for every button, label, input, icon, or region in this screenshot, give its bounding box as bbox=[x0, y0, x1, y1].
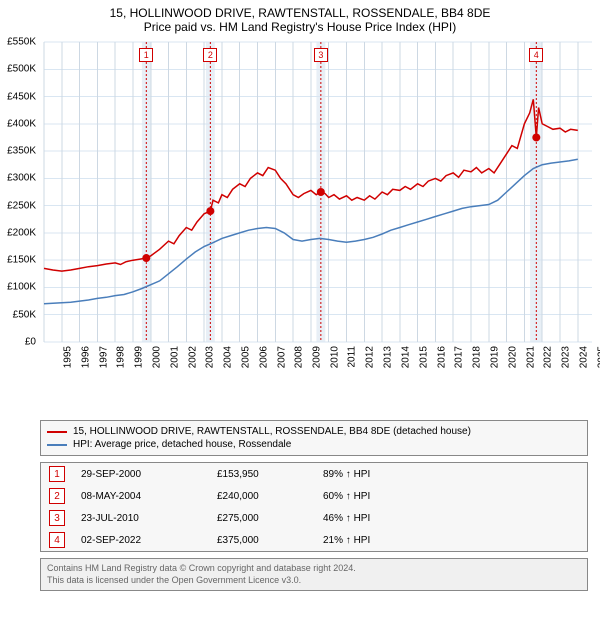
footer-line: Contains HM Land Registry data © Crown c… bbox=[47, 563, 581, 575]
sale-row-pct: 60% ↑ HPI bbox=[323, 491, 423, 502]
x-tick-label: 2023 bbox=[560, 346, 571, 368]
sale-marker-badge: 4 bbox=[529, 48, 543, 62]
sale-row-date: 29-SEP-2000 bbox=[81, 469, 201, 480]
x-tick-label: 2013 bbox=[383, 346, 394, 368]
x-tick-label: 2001 bbox=[169, 346, 180, 368]
x-tick-label: 1996 bbox=[80, 346, 91, 368]
x-tick-label: 2012 bbox=[365, 346, 376, 368]
x-tick-label: 2018 bbox=[471, 346, 482, 368]
x-tick-label: 2015 bbox=[418, 346, 429, 368]
sale-marker-badge: 2 bbox=[203, 48, 217, 62]
x-tick-label: 2021 bbox=[525, 346, 536, 368]
sale-row: 4 02-SEP-2022 £375,000 21% ↑ HPI bbox=[41, 529, 587, 551]
legend: 15, HOLLINWOOD DRIVE, RAWTENSTALL, ROSSE… bbox=[40, 420, 588, 456]
sale-row-price: £275,000 bbox=[217, 513, 307, 524]
x-tick-label: 2014 bbox=[400, 346, 411, 368]
x-tick-label: 2007 bbox=[276, 346, 287, 368]
x-tick-label: 2019 bbox=[489, 346, 500, 368]
x-tick-label: 2004 bbox=[222, 346, 233, 368]
sale-row: 1 29-SEP-2000 £153,950 89% ↑ HPI bbox=[41, 463, 587, 485]
chart-svg bbox=[0, 34, 600, 374]
x-tick-label: 1997 bbox=[98, 346, 109, 368]
y-tick-label: £150K bbox=[7, 255, 36, 266]
x-tick-label: 2024 bbox=[578, 346, 589, 368]
legend-swatch bbox=[47, 431, 67, 433]
sale-marker-badge: 3 bbox=[314, 48, 328, 62]
sale-row-pct: 89% ↑ HPI bbox=[323, 469, 423, 480]
chart-area: £0£50K£100K£150K£200K£250K£300K£350K£400… bbox=[0, 34, 600, 414]
y-tick-label: £100K bbox=[7, 282, 36, 293]
sale-row-pct: 46% ↑ HPI bbox=[323, 513, 423, 524]
y-axis-labels: £0£50K£100K£150K£200K£250K£300K£350K£400… bbox=[0, 34, 40, 374]
x-tick-label: 1999 bbox=[133, 346, 144, 368]
sale-marker-dot bbox=[317, 188, 325, 196]
y-tick-label: £50K bbox=[13, 309, 36, 320]
x-tick-label: 2022 bbox=[543, 346, 554, 368]
x-tick-label: 2025 bbox=[596, 346, 600, 368]
legend-label: 15, HOLLINWOOD DRIVE, RAWTENSTALL, ROSSE… bbox=[73, 426, 471, 437]
x-tick-label: 2002 bbox=[187, 346, 198, 368]
chart-title: 15, HOLLINWOOD DRIVE, RAWTENSTALL, ROSSE… bbox=[4, 6, 596, 20]
x-tick-label: 2000 bbox=[151, 346, 162, 368]
x-tick-label: 2016 bbox=[436, 346, 447, 368]
sale-row: 2 08-MAY-2004 £240,000 60% ↑ HPI bbox=[41, 485, 587, 507]
x-tick-label: 1995 bbox=[62, 346, 73, 368]
sale-row-date: 02-SEP-2022 bbox=[81, 535, 201, 546]
sale-marker-dot bbox=[206, 207, 214, 215]
x-axis-labels: 1995 1996 1997 1998 1999 2000 2001 2002 2003 2004… bbox=[0, 344, 600, 382]
sale-row-badge: 1 bbox=[49, 466, 65, 482]
sale-row-price: £375,000 bbox=[217, 535, 307, 546]
sale-marker-badge: 1 bbox=[139, 48, 153, 62]
x-tick-label: 2003 bbox=[205, 346, 216, 368]
sale-row-price: £240,000 bbox=[217, 491, 307, 502]
sale-row-date: 08-MAY-2004 bbox=[81, 491, 201, 502]
x-tick-label: 1998 bbox=[116, 346, 127, 368]
sales-table: 1 29-SEP-2000 £153,950 89% ↑ HPI 2 08-MA… bbox=[40, 462, 588, 552]
sale-row: 3 23-JUL-2010 £275,000 46% ↑ HPI bbox=[41, 507, 587, 529]
footer-attribution: Contains HM Land Registry data © Crown c… bbox=[40, 558, 588, 591]
legend-swatch bbox=[47, 444, 67, 446]
x-tick-label: 2017 bbox=[454, 346, 465, 368]
sale-row-pct: 21% ↑ HPI bbox=[323, 535, 423, 546]
y-tick-label: £500K bbox=[7, 64, 36, 75]
y-tick-label: £300K bbox=[7, 173, 36, 184]
legend-row: HPI: Average price, detached house, Ross… bbox=[47, 438, 581, 451]
sale-row-price: £153,950 bbox=[217, 469, 307, 480]
y-tick-label: £450K bbox=[7, 91, 36, 102]
legend-row: 15, HOLLINWOOD DRIVE, RAWTENSTALL, ROSSE… bbox=[47, 425, 581, 438]
x-tick-label: 2020 bbox=[507, 346, 518, 368]
sale-marker-dot bbox=[142, 254, 150, 262]
y-tick-label: £550K bbox=[7, 37, 36, 48]
sale-row-badge: 2 bbox=[49, 488, 65, 504]
x-tick-label: 2008 bbox=[294, 346, 305, 368]
x-tick-label: 2006 bbox=[258, 346, 269, 368]
sale-row-badge: 4 bbox=[49, 532, 65, 548]
x-tick-label: 2005 bbox=[240, 346, 251, 368]
x-tick-label: 2010 bbox=[329, 346, 340, 368]
y-tick-label: £400K bbox=[7, 118, 36, 129]
sale-marker-dot bbox=[532, 133, 540, 141]
y-tick-label: £250K bbox=[7, 200, 36, 211]
sale-row-date: 23-JUL-2010 bbox=[81, 513, 201, 524]
y-tick-label: £200K bbox=[7, 227, 36, 238]
legend-label: HPI: Average price, detached house, Ross… bbox=[73, 439, 291, 450]
footer-line: This data is licensed under the Open Gov… bbox=[47, 575, 581, 587]
page: 15, HOLLINWOOD DRIVE, RAWTENSTALL, ROSSE… bbox=[0, 0, 600, 591]
x-tick-label: 2011 bbox=[346, 346, 357, 368]
x-tick-label: 2009 bbox=[311, 346, 322, 368]
y-tick-label: £350K bbox=[7, 146, 36, 157]
chart-subtitle: Price paid vs. HM Land Registry's House … bbox=[4, 20, 596, 34]
sale-row-badge: 3 bbox=[49, 510, 65, 526]
chart-titles: 15, HOLLINWOOD DRIVE, RAWTENSTALL, ROSSE… bbox=[0, 0, 600, 34]
